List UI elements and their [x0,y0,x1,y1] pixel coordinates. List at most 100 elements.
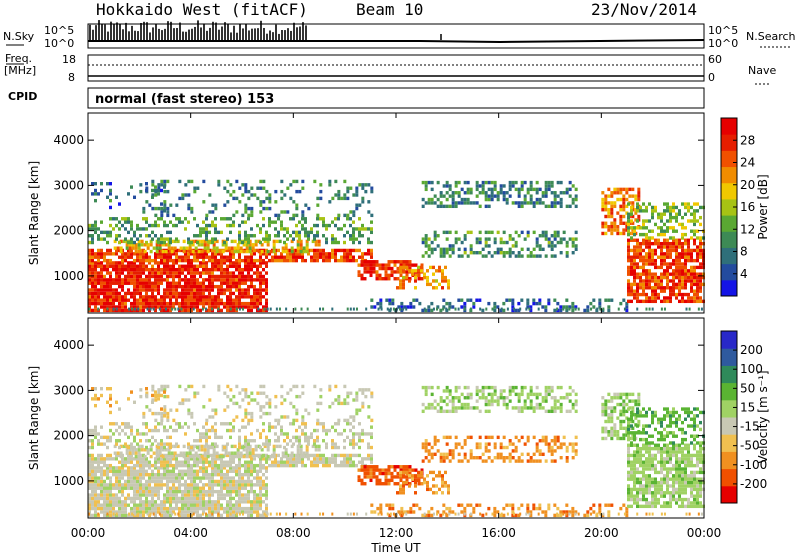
velocity-cell [202,489,205,494]
velocity-cell [166,469,169,473]
velocity-cell [262,486,265,490]
power-cell [94,255,97,259]
power-cell [556,307,559,311]
power-cell [152,307,155,311]
velocity-cell [148,489,151,494]
velocity-cell [181,460,184,464]
power-cell [103,258,106,263]
power-cell [393,270,397,274]
velocity-cell [250,513,253,518]
velocity-cell [259,476,262,480]
power-cell [430,197,434,202]
velocity-cell [191,448,195,452]
power-cell [625,228,629,232]
power-cell [139,291,142,296]
power-cell [463,234,467,238]
power-cell [238,255,241,259]
power-cell [118,291,121,296]
power-cell [250,274,253,279]
power-cell [355,248,358,253]
velocity-cell [142,513,145,518]
power-cell [696,252,699,256]
power-cell [666,296,669,300]
power-cell [340,196,344,201]
power-cell [672,205,675,210]
power-cell [669,226,672,230]
power-cell [645,279,648,283]
velocity-cell [115,457,118,461]
velocity-cell [190,469,193,473]
power-cell [696,219,699,223]
power-cell [331,255,334,259]
power-cell [663,212,666,216]
power-cell [137,307,140,311]
power-cell [244,274,247,279]
power-cell [607,187,611,192]
velocity-cell [139,463,142,468]
power-cell [160,281,163,285]
velocity-cell [100,510,103,514]
velocity-cell [97,496,100,501]
velocity-cell [88,466,91,470]
power-cell [221,243,225,247]
velocity-cell [263,444,267,449]
power-cell [657,265,660,270]
power-cell [157,223,160,228]
power-cell [669,236,672,240]
power-cell [639,299,642,304]
power-cell [439,194,443,198]
power-cell [433,247,437,252]
velocity-cell [226,476,229,480]
power-cell [146,243,150,247]
power-cell [220,288,223,292]
power-cell [184,217,187,221]
power-cell [223,274,226,279]
velocity-cell [208,435,211,440]
power-cell [211,237,214,241]
velocity-cell [163,513,166,518]
velocity-cell [199,489,202,494]
power-cell [169,305,172,309]
power-cell [475,251,479,255]
velocity-cell [220,469,223,473]
power-cell [634,211,638,215]
power-cell [226,264,229,268]
power-cell [666,286,669,290]
power-cell [193,281,196,285]
power-cell [196,271,199,275]
power-cell [106,234,109,238]
velocity-cell [337,418,341,423]
power-cell [535,240,539,245]
velocity-cell [124,479,127,484]
velocity-cell [316,428,319,433]
velocity-cell [166,435,169,440]
power-cell [205,261,208,265]
power-cell [241,213,245,218]
power-cell [199,261,202,265]
power-cell [121,284,124,289]
velocity-cell [88,496,91,501]
power-cell [205,267,208,272]
power-cell [215,246,219,250]
velocity-cell [115,476,118,480]
power-cell [663,245,666,249]
velocity-cell [322,463,325,468]
power-cell [553,230,557,235]
power-cell [238,284,241,289]
power-cell [657,238,660,242]
velocity-cell [316,439,319,443]
velocity-cell [127,472,130,477]
velocity-cell [127,453,130,458]
velocity-cell [274,394,278,399]
velocity-cell [277,418,281,423]
velocity-cell [163,463,166,468]
power-cell [517,301,521,306]
velocity-cell [251,451,255,455]
velocity-cell [115,466,118,470]
power-cell [175,248,178,253]
power-cell [196,291,199,296]
power-cell [520,254,524,258]
velocity-cell [91,506,94,511]
power-cell [118,264,121,268]
power-cell [448,247,452,252]
